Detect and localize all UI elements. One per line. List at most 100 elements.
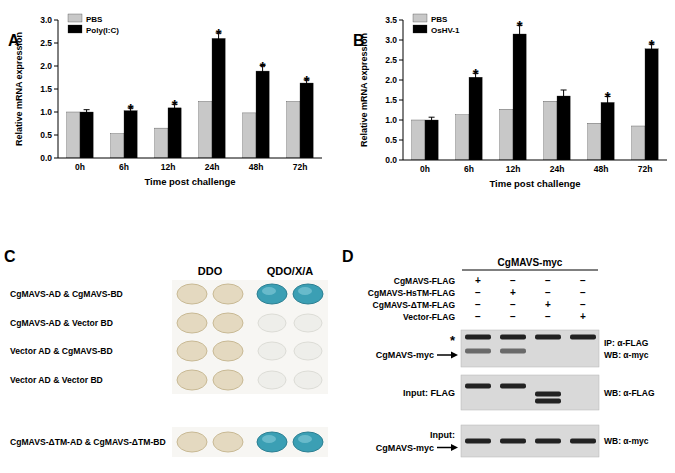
bar xyxy=(469,77,482,160)
panel-label: D xyxy=(342,248,354,265)
column-header: DDO xyxy=(198,265,223,277)
panel-label: B xyxy=(353,32,365,49)
chart-panel: 0.00.51.01.52.02.53.00h6h12h24h48h72hTim… xyxy=(8,14,322,187)
error-bar xyxy=(561,90,567,102)
band xyxy=(535,335,561,340)
sign: − xyxy=(475,299,481,310)
tick-label: 0.0 xyxy=(40,153,52,163)
x-axis-label: Time post challenge xyxy=(144,176,235,187)
tick xyxy=(399,40,403,41)
blot-label: * xyxy=(450,333,456,348)
colony xyxy=(257,284,287,304)
sign: − xyxy=(475,287,481,298)
colony xyxy=(258,314,286,332)
colony-highlight xyxy=(298,435,312,443)
marks xyxy=(67,33,313,158)
colony xyxy=(213,313,243,333)
bar xyxy=(111,134,124,158)
bar xyxy=(212,38,225,158)
title: CgMAVS-myc xyxy=(498,257,563,268)
arrow xyxy=(437,447,453,449)
x-axis xyxy=(403,160,667,161)
annotation: * xyxy=(517,17,523,34)
category-label: 12h xyxy=(161,162,176,172)
colony xyxy=(213,432,243,452)
sign: + xyxy=(580,311,586,322)
bar xyxy=(632,126,645,160)
colony xyxy=(294,342,322,360)
blot xyxy=(461,330,599,367)
tick xyxy=(54,158,58,159)
legend-label: Poly(I:C) xyxy=(86,26,119,35)
band xyxy=(535,439,561,444)
y-axis-label: Relative mRNA expression xyxy=(359,33,369,147)
blot-label: Input: FLAG xyxy=(403,388,455,398)
y-axis-label: Relative mRNA expression xyxy=(14,32,24,146)
panel-label: C xyxy=(4,248,16,265)
bar xyxy=(155,128,168,158)
tick xyxy=(54,66,58,67)
category-label: 6h xyxy=(464,164,474,174)
category-label: 0h xyxy=(420,164,430,174)
bar xyxy=(601,102,614,160)
bar xyxy=(243,113,256,158)
tick xyxy=(54,20,58,21)
legend-swatch xyxy=(68,25,82,33)
x-axis xyxy=(58,158,322,159)
band xyxy=(500,439,526,444)
tick-label: 2.0 xyxy=(385,75,397,85)
annotation: * xyxy=(649,36,655,53)
condition-label: CgMAVS-FLAG xyxy=(394,276,456,286)
colony-highlight xyxy=(262,435,276,443)
bar xyxy=(513,34,526,160)
tick-label: 0.0 xyxy=(385,155,397,165)
marks xyxy=(412,25,658,160)
band xyxy=(500,335,526,340)
error-bar xyxy=(84,110,90,115)
tick-label: 1.0 xyxy=(385,115,397,125)
bar xyxy=(168,108,181,158)
tick xyxy=(399,140,403,141)
band xyxy=(570,335,596,340)
sign: − xyxy=(510,311,516,322)
legend-swatch xyxy=(413,14,427,22)
tick xyxy=(54,89,58,90)
sign: − xyxy=(580,287,586,298)
tick-label: 2.5 xyxy=(385,55,397,65)
bar xyxy=(500,109,513,160)
arrow xyxy=(437,354,453,356)
colony-highlight xyxy=(298,287,312,295)
category-label: 72h xyxy=(293,162,308,172)
sign: − xyxy=(580,275,586,286)
blot-label: WB: α-FLAG xyxy=(604,388,655,398)
category-label: 0h xyxy=(75,162,85,172)
column-header: QDO/X/A xyxy=(267,265,314,277)
colony xyxy=(177,313,207,333)
colony xyxy=(177,341,207,361)
colony xyxy=(177,284,207,304)
category-label: 72h xyxy=(638,164,653,174)
error-bar xyxy=(429,117,435,123)
colony xyxy=(294,371,322,389)
band xyxy=(570,439,596,444)
blot-label: WB: α-myc xyxy=(604,436,649,446)
colony xyxy=(177,432,207,452)
bar xyxy=(456,115,469,160)
x-axis-label: Time post challenge xyxy=(489,178,580,189)
category-label: 48h xyxy=(249,162,264,172)
bar xyxy=(124,111,137,158)
sign: − xyxy=(510,275,516,286)
tick xyxy=(54,43,58,44)
tick xyxy=(399,80,403,81)
sign: − xyxy=(510,299,516,310)
blot-label: WB: α-myc xyxy=(604,350,649,360)
blot xyxy=(461,425,599,457)
sign: + xyxy=(545,299,551,310)
colony xyxy=(177,370,207,390)
sign: + xyxy=(475,275,481,286)
bar xyxy=(425,120,438,160)
blot-label: CgMAVS-myc xyxy=(376,350,434,360)
bar xyxy=(300,83,313,158)
tick-label: 3.0 xyxy=(40,15,52,25)
tick-label: 1.5 xyxy=(385,95,397,105)
